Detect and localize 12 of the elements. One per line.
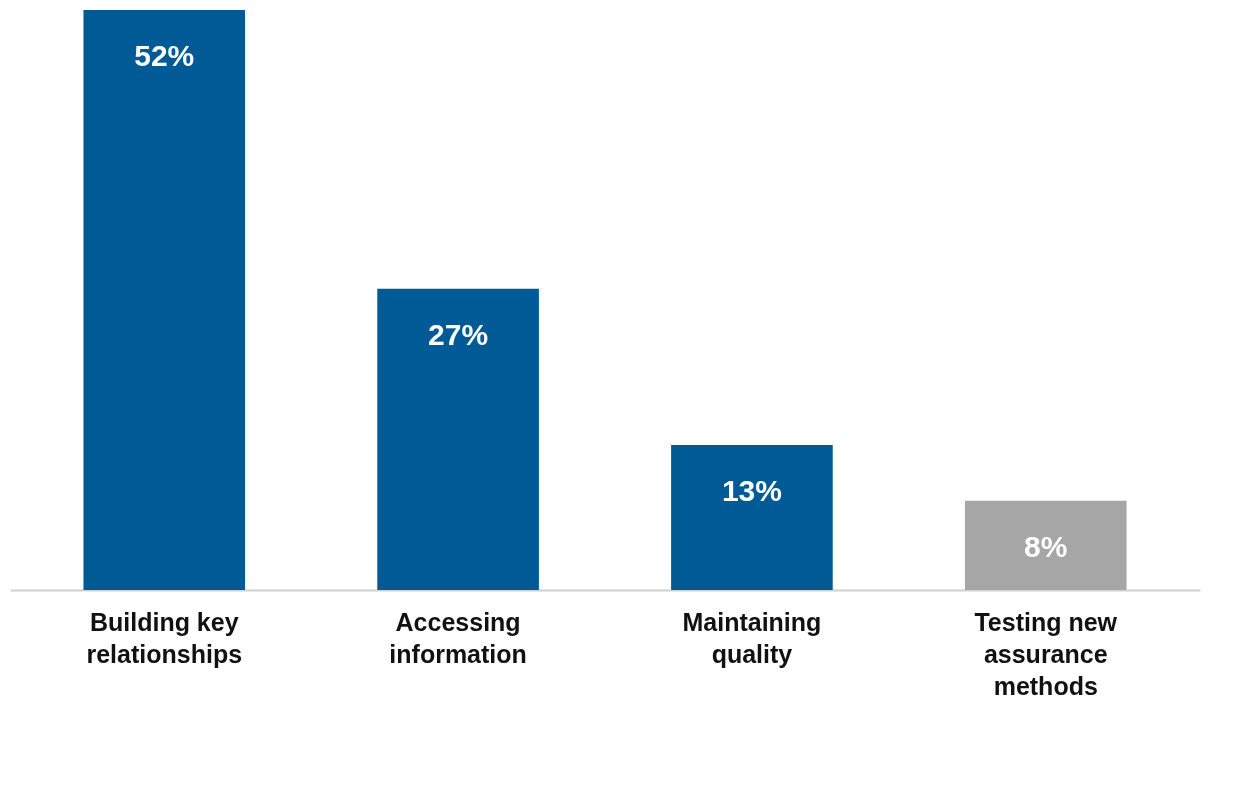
x-tick-label: Testing new assurance methods <box>974 607 1118 700</box>
x-tick-label: Building key relationships <box>86 607 243 668</box>
data-label: 27% <box>428 317 489 351</box>
data-label: 52% <box>134 39 195 72</box>
bar <box>964 500 1127 590</box>
bar <box>83 10 246 590</box>
bar <box>671 445 833 590</box>
bar <box>377 288 539 590</box>
x-tick-label: Maintaining quality <box>682 607 822 668</box>
x-tick-label: Accessing information <box>389 607 527 668</box>
data-label: 8% <box>1024 529 1068 563</box>
data-label: 13% <box>721 474 782 507</box>
